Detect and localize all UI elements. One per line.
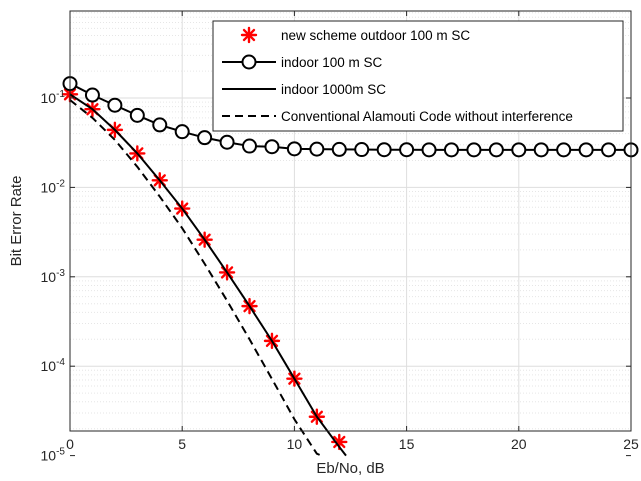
legend-box: [212, 20, 624, 132]
legend-label: indoor 1000m SC: [281, 82, 386, 97]
circle-marker: [241, 54, 257, 70]
y-tick-label: 10-1: [41, 89, 66, 106]
asterisk-marker: [240, 26, 258, 44]
y-axis-title: Bit Error Rate: [8, 176, 25, 267]
plot-frame: [69, 10, 632, 432]
x-tick-label: 0: [66, 436, 74, 452]
circle-marker: [174, 124, 190, 140]
x-tick-label: 15: [399, 436, 415, 452]
circle-marker: [309, 141, 325, 157]
asterisk-stroke: [333, 435, 346, 449]
series-layer: [61, 76, 639, 457]
y-tick-label: 10-4: [41, 357, 66, 374]
circle-marker: [264, 139, 280, 155]
circle-marker: [242, 138, 258, 154]
circle-marker: [219, 134, 235, 150]
y-tick-label: 10-5: [41, 447, 66, 464]
circle-marker: [107, 97, 123, 113]
circle-marker: [354, 142, 370, 158]
circle-marker: [511, 142, 527, 158]
x-tick-label: 10: [287, 436, 303, 452]
circle-marker: [488, 142, 504, 158]
circle-marker: [399, 142, 415, 158]
series-line: [69, 93, 347, 457]
series-line: [69, 99, 322, 457]
circle-marker: [556, 142, 572, 158]
legend-label: new scheme outdoor 100 m SC: [281, 28, 470, 43]
legend-label: Conventional Alamouti Code without inter…: [281, 109, 573, 124]
circle-marker: [533, 142, 549, 158]
circle-marker: [601, 142, 617, 158]
legend: new scheme outdoor 100 m SC indoor 100 m …: [212, 20, 624, 132]
circle-marker: [152, 117, 168, 133]
x-tick-label: 5: [178, 436, 186, 452]
x-tick-label: 25: [623, 436, 639, 452]
series-1: [62, 76, 639, 158]
x-tick-label: 20: [511, 436, 527, 452]
circle-marker: [84, 87, 100, 103]
x-tick-labels: 0 5 10 15 20 25: [66, 436, 639, 452]
circle-marker: [466, 142, 482, 158]
circle-marker: [421, 142, 437, 158]
series-2: [69, 93, 347, 457]
circle-marker: [578, 142, 594, 158]
minor-grid: [70, 12, 631, 430]
circle-marker: [286, 141, 302, 157]
circle-marker: [376, 142, 392, 158]
y-tick-label: 10-2: [41, 178, 66, 195]
y-tick-labels: 10-1 10-2 10-3 10-4 10-5: [41, 89, 66, 464]
circle-marker: [197, 130, 213, 146]
circle-marker: [443, 142, 459, 158]
legend-label: indoor 100 m SC: [281, 55, 383, 70]
axis-ticks: [69, 11, 632, 457]
y-tick-label: 10-3: [41, 268, 66, 285]
circle-marker: [129, 107, 145, 123]
asterisk-stroke: [242, 28, 256, 42]
x-axis-title: Eb/No, dB: [316, 460, 384, 477]
series-3: [69, 99, 322, 457]
circle-marker: [331, 141, 347, 157]
